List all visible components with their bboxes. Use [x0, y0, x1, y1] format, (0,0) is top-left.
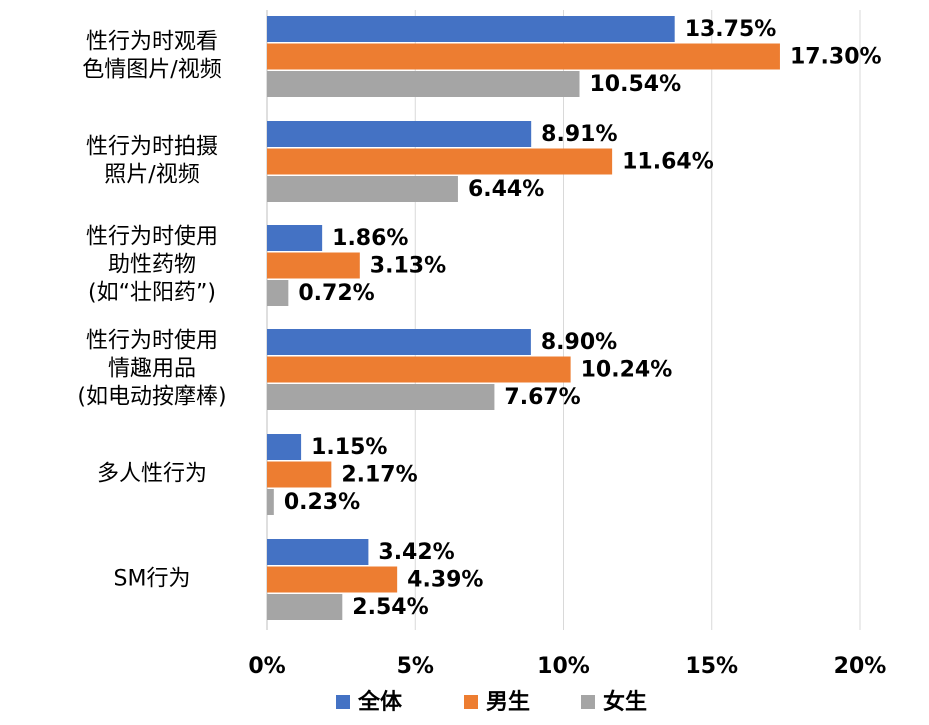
legend-swatch-1 [464, 695, 478, 709]
value-label: 11.64% [622, 150, 714, 175]
value-label: 8.91% [541, 122, 617, 147]
bar-男生-1 [267, 148, 613, 175]
bar-男生-3 [267, 356, 571, 383]
bar-女生-4 [267, 489, 274, 515]
category-label: 色情图片/视频 [82, 58, 221, 83]
category-label: 助性药物 [108, 253, 196, 278]
bar-女生-5 [267, 594, 343, 620]
legend: 全体 男生 女生 [336, 689, 647, 715]
category-label: 照片/视频 [104, 163, 199, 188]
legend-label: 全体 [357, 689, 403, 715]
value-label: 1.15% [311, 435, 387, 460]
value-label: 2.54% [352, 595, 428, 620]
category-label: (如“壮阳药”) [88, 281, 216, 306]
category-label: 情趣用品 [108, 357, 196, 382]
x-tick-label: 20% [834, 654, 887, 679]
x-tick-label: 0% [248, 654, 285, 679]
bar-女生-1 [267, 176, 458, 202]
value-label: 8.90% [541, 330, 617, 355]
bar-女生-0 [267, 71, 580, 97]
x-axis-tick-labels: 0% 5% 10% 15% 20% [248, 654, 886, 679]
bar-女生-3 [267, 384, 495, 410]
bar-男生-5 [267, 566, 398, 593]
value-label: 0.72% [298, 281, 374, 306]
bar-男生-2 [267, 252, 360, 279]
bar-全体-4 [267, 434, 302, 460]
category-label: 性行为时观看 [86, 30, 218, 55]
bar-男生-0 [267, 43, 780, 70]
value-label: 3.42% [378, 540, 454, 565]
value-label: 7.67% [504, 385, 580, 410]
category-label: (如电动按摩棒) [77, 385, 226, 410]
bar-全体-3 [267, 329, 531, 355]
value-label: 13.75% [685, 17, 777, 42]
category-label: 性行为时使用 [86, 329, 218, 354]
category-label: 性行为时拍摄 [86, 135, 218, 160]
value-label: 10.24% [581, 358, 673, 383]
value-label: 0.23% [284, 490, 360, 515]
gridlines [266, 10, 861, 630]
bar-全体-2 [267, 225, 323, 251]
value-label: 6.44% [468, 177, 544, 202]
value-label: 3.13% [370, 254, 446, 279]
category-label: SM行为 [114, 567, 191, 592]
value-label: 2.17% [341, 463, 417, 488]
legend-label: 男生 [486, 690, 530, 715]
bar-女生-2 [267, 280, 289, 306]
bar-全体-1 [267, 121, 532, 147]
value-label: 4.39% [407, 568, 483, 593]
bar-男生-4 [267, 461, 332, 488]
legend-swatch-2 [581, 695, 595, 709]
bar-全体-0 [267, 16, 675, 42]
value-labels: 13.75% 17.30% 10.54% 8.91%11.64% 6.44% 1.86% 3… [284, 17, 882, 620]
value-label: 17.30% [790, 45, 882, 70]
legend-swatch-0 [336, 695, 350, 709]
category-label: 性行为时使用 [86, 225, 218, 250]
x-tick-label: 15% [685, 654, 738, 679]
category-label: 多人性行为 [97, 462, 207, 487]
legend-label: 女生 [603, 689, 647, 715]
value-label: 10.54% [590, 72, 682, 97]
bar-全体-5 [267, 539, 369, 565]
value-label: 1.86% [332, 226, 408, 251]
x-tick-label: 5% [397, 654, 434, 679]
x-tick-label: 10% [537, 654, 590, 679]
bars [267, 16, 780, 620]
